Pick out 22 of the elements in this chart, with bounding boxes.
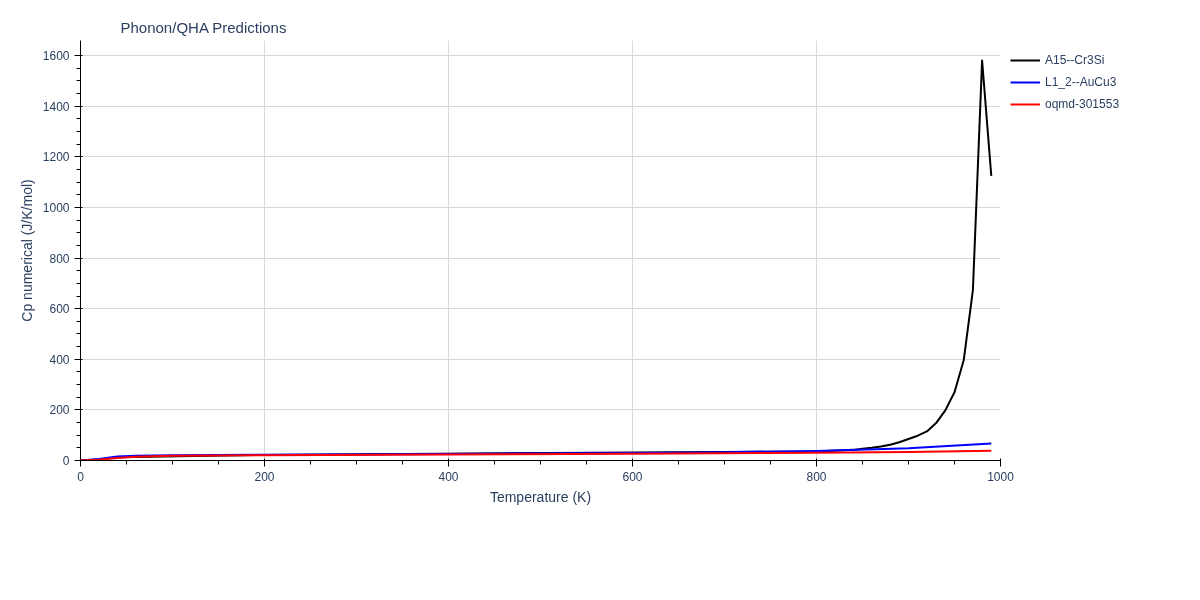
y-tick-label: 0 — [62, 454, 70, 468]
y-tick-label: 1000 — [42, 200, 70, 215]
y-tick-label: 200 — [49, 403, 70, 418]
y-tick-label: 1400 — [42, 99, 70, 114]
x-tick-label: 0 — [77, 469, 85, 484]
x-tick-label: 1000 — [987, 469, 1015, 484]
chart-title: Phonon/QHA Predictions — [120, 18, 287, 36]
y-axis-title: Cp numerical (J/K/mol) — [18, 179, 35, 322]
y-tick-label: 400 — [49, 352, 70, 367]
legend-label: L1_2--AuCu3 — [1045, 75, 1117, 89]
y-tick-label: 600 — [49, 302, 70, 317]
y-tick-label: 1200 — [42, 150, 70, 165]
x-tick-label: 400 — [438, 469, 459, 484]
x-tick-label: 600 — [622, 469, 643, 484]
x-axis-title: Temperature (K) — [489, 488, 592, 505]
y-tick-label: 800 — [49, 251, 70, 266]
legend-label: oqmd-301553 — [1045, 97, 1120, 111]
y-tick-label: 1600 — [42, 49, 70, 64]
line-series — [80, 449, 993, 461]
legend-label: A15--Cr3Si — [1045, 53, 1105, 67]
x-tick-label: 800 — [806, 469, 827, 484]
x-tick-label: 200 — [254, 469, 275, 484]
